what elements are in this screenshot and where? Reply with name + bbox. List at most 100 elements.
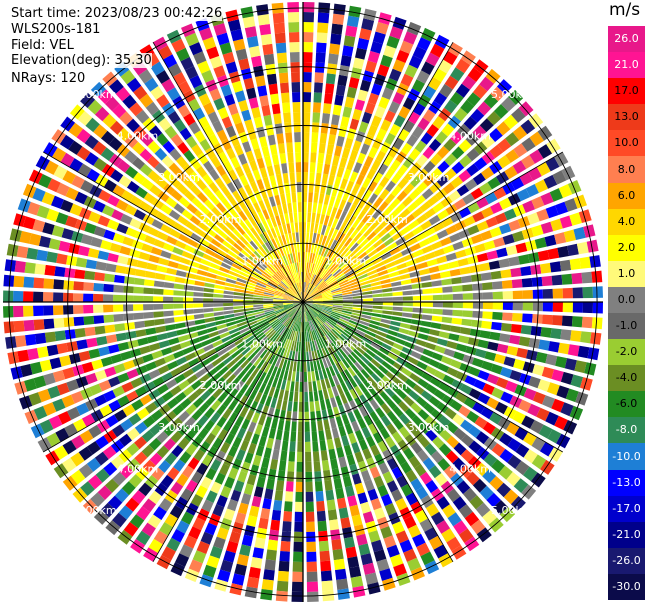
velocity-gate <box>241 109 252 122</box>
velocity-gate <box>321 291 332 296</box>
velocity-gate <box>372 293 383 298</box>
velocity-gate <box>344 356 354 367</box>
velocity-gate <box>367 376 377 387</box>
velocity-gate <box>268 468 277 480</box>
velocity-gate <box>321 347 328 358</box>
velocity-gate <box>263 384 271 396</box>
velocity-gate <box>305 282 308 293</box>
velocity-gate <box>131 239 144 250</box>
velocity-gate <box>482 302 493 310</box>
velocity-gate <box>363 227 373 238</box>
velocity-gate <box>292 411 298 422</box>
velocity-gate <box>374 105 386 119</box>
velocity-gate <box>198 402 210 414</box>
velocity-gate <box>383 154 394 167</box>
velocity-gate <box>362 562 376 575</box>
velocity-gate <box>283 302 294 305</box>
velocity-gate <box>216 248 227 257</box>
velocity-gate <box>243 483 254 496</box>
velocity-gate <box>338 404 346 416</box>
velocity-gate <box>76 128 91 144</box>
velocity-gate <box>343 402 352 414</box>
velocity-gate <box>153 304 164 310</box>
velocity-gate <box>262 43 274 56</box>
velocity-gate <box>238 252 248 261</box>
velocity-gate <box>563 229 576 243</box>
velocity-gate <box>319 359 325 370</box>
velocity-gate <box>196 353 208 362</box>
velocity-gate <box>367 249 378 258</box>
velocity-gate <box>44 331 57 343</box>
velocity-gate <box>233 242 243 252</box>
velocity-gate <box>208 133 220 147</box>
velocity-gate <box>270 250 278 261</box>
velocity-gate <box>205 467 217 481</box>
velocity-gate <box>444 407 457 420</box>
velocity-gate <box>112 512 127 528</box>
velocity-gate <box>93 283 104 292</box>
velocity-gate <box>339 157 348 169</box>
velocity-gate <box>120 213 133 225</box>
velocity-gate <box>219 352 231 361</box>
velocity-gate <box>79 430 94 444</box>
velocity-gate <box>183 535 198 549</box>
velocity-gate <box>346 226 355 237</box>
velocity-gate <box>308 273 312 283</box>
velocity-gate <box>78 446 93 461</box>
velocity-gate <box>288 287 297 295</box>
velocity-gate <box>308 192 313 203</box>
velocity-gate <box>309 287 317 295</box>
velocity-gate <box>309 341 314 352</box>
velocity-gate <box>482 383 495 395</box>
velocity-gate <box>230 156 241 169</box>
velocity-gate <box>456 480 471 495</box>
velocity-gate <box>277 270 285 279</box>
velocity-gate <box>365 349 376 358</box>
velocity-gate <box>267 375 275 386</box>
velocity-gate <box>474 416 488 429</box>
velocity-gate <box>193 249 205 258</box>
velocity-gate <box>200 476 213 490</box>
velocity-gate <box>326 205 333 216</box>
velocity-gate <box>359 276 370 283</box>
velocity-gate <box>293 361 297 372</box>
azimuth-spoke <box>152 301 304 562</box>
velocity-gate <box>532 391 546 405</box>
velocity-gate <box>312 305 322 309</box>
velocity-gate <box>311 421 317 432</box>
velocity-gate <box>295 491 303 502</box>
velocity-gate <box>330 458 339 470</box>
velocity-gate <box>283 303 294 306</box>
velocity-gate <box>277 570 289 582</box>
velocity-gate <box>289 172 295 183</box>
velocity-gate <box>294 222 299 233</box>
velocity-gate <box>216 202 227 213</box>
velocity-gate <box>507 454 522 469</box>
velocity-gate <box>179 451 192 464</box>
velocity-gate <box>342 304 353 307</box>
velocity-gate <box>294 311 299 321</box>
velocity-gate <box>392 521 405 535</box>
velocity-gate <box>214 361 226 372</box>
velocity-gate <box>284 244 290 255</box>
velocity-gate <box>161 155 174 168</box>
velocity-gate <box>9 228 22 242</box>
velocity-gate <box>368 530 381 543</box>
velocity-gate <box>359 165 370 177</box>
velocity-gate <box>458 504 473 519</box>
velocity-gate <box>499 333 511 343</box>
velocity-gate <box>199 27 213 41</box>
velocity-gate <box>173 350 185 359</box>
velocity-gate <box>319 348 325 359</box>
velocity-gate <box>124 322 136 331</box>
velocity-gate <box>23 319 35 332</box>
velocity-gate <box>142 415 156 428</box>
velocity-gate <box>274 293 284 297</box>
velocity-gate <box>287 329 293 340</box>
velocity-gate <box>281 315 289 324</box>
velocity-gate <box>179 362 191 372</box>
velocity-gate <box>360 368 370 379</box>
velocity-gate <box>324 273 333 282</box>
velocity-gate <box>374 419 385 431</box>
velocity-gate <box>451 146 465 160</box>
